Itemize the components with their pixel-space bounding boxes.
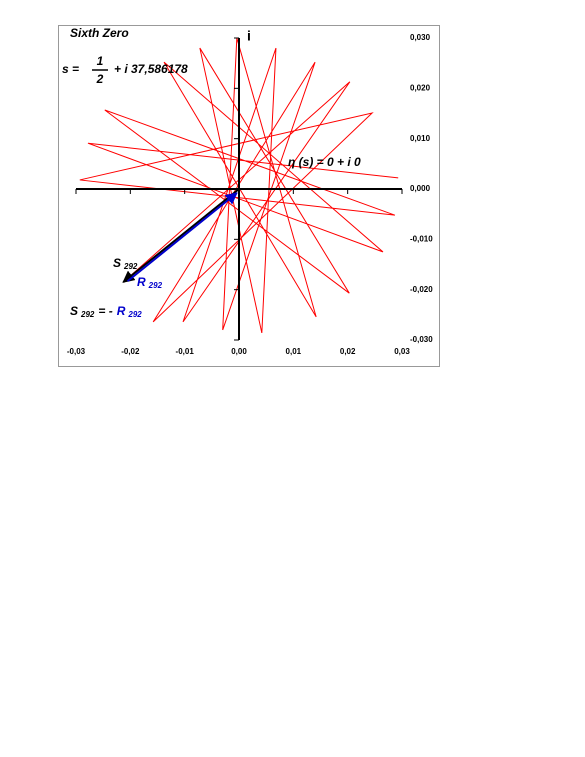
vector-arrow: [126, 192, 238, 282]
y-tick-label: -0,020: [410, 285, 433, 294]
x-tick-label: 0,02: [340, 347, 356, 356]
formula-rest: + i 37,586178: [114, 62, 188, 76]
s-label: S 292: [113, 256, 138, 271]
eq-op: = -: [98, 304, 112, 318]
data-line: [79, 37, 399, 334]
y-tick-label: 0,000: [410, 184, 431, 193]
r-label-text: R: [137, 275, 146, 289]
formula-denominator: 2: [96, 72, 104, 86]
x-tick-label: -0,02: [121, 347, 140, 356]
x-tick-label: 0,03: [394, 347, 410, 356]
eq-lhs: S: [70, 304, 78, 318]
y-tick-label: 0,030: [410, 33, 431, 42]
chart-frame: [58, 25, 440, 367]
equation: S 292 = - R 292: [70, 304, 142, 319]
x-tick-label: 0,01: [286, 347, 302, 356]
eta-label: η (s) = 0 + i 0: [288, 155, 361, 169]
formula-lhs: s =: [62, 62, 79, 76]
y-tick-label: -0,030: [410, 335, 433, 344]
x-tick-label: -0,01: [176, 347, 195, 356]
x-tick-label: -0,03: [67, 347, 86, 356]
y-tick-label: 0,020: [410, 83, 431, 92]
eq-lhs-sub: 292: [80, 310, 95, 319]
y-axis-label: i: [247, 28, 251, 44]
vector-arrow: [122, 188, 240, 283]
x-tick-label: 0,00: [231, 347, 247, 356]
y-tick-label: -0,010: [410, 234, 433, 243]
s-label-text: S: [113, 256, 121, 270]
plot: [75, 37, 403, 341]
r-label: R 292: [137, 275, 163, 290]
eq-rhs-sub: 292: [127, 310, 142, 319]
y-tick-label: 0,010: [410, 134, 431, 143]
s-label-sub: 292: [123, 262, 138, 271]
r-label-sub: 292: [148, 281, 163, 290]
eq-rhs: R: [117, 304, 126, 318]
chart-title: Sixth Zero: [70, 26, 129, 40]
formula-numerator: 1: [97, 54, 104, 68]
